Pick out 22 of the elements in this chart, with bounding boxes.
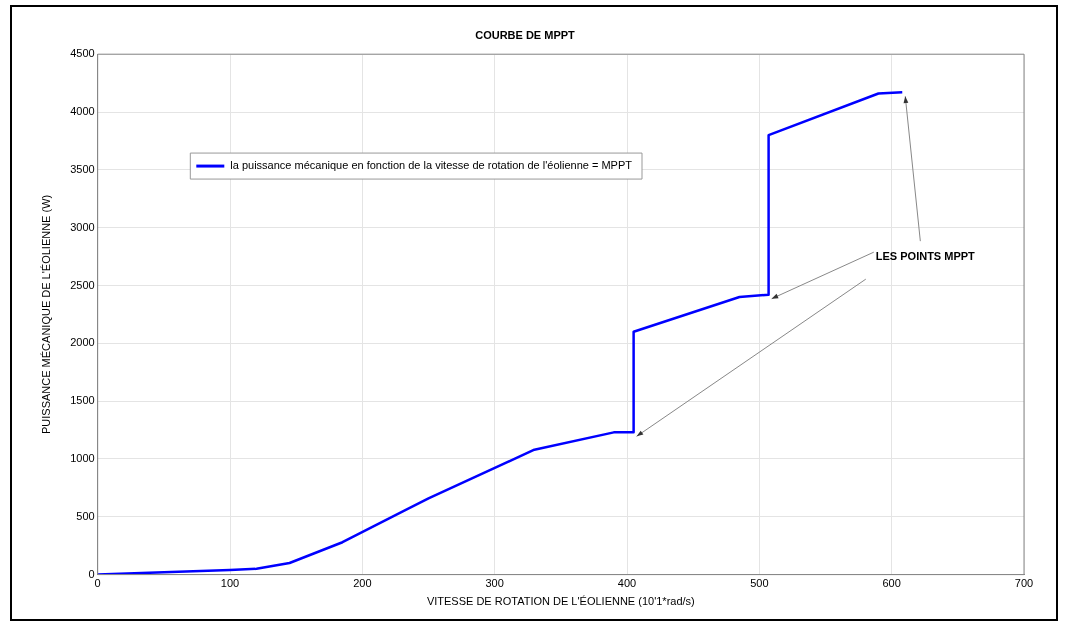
y-tick-label: 500 <box>76 509 95 522</box>
chart-title: COURBE DE MPPT <box>475 28 576 41</box>
y-tick-label: 1000 <box>70 451 95 464</box>
y-tick-label: 2000 <box>70 336 95 349</box>
x-tick-label: 400 <box>617 577 637 590</box>
y-tick-label: 4000 <box>70 105 95 118</box>
y-tick-label: 0 <box>88 567 95 580</box>
x-tick-label: 600 <box>882 577 901 590</box>
annotation: LES POINTS MPPT <box>875 250 976 263</box>
x-tick-label: 100 <box>220 577 240 590</box>
x-tick-label: 700 <box>1014 577 1034 590</box>
y-tick-label: 2500 <box>70 278 95 291</box>
x-tick-label: 200 <box>353 577 372 590</box>
x-tick-label: 300 <box>485 577 504 590</box>
x-tick-label: 500 <box>750 577 769 590</box>
y-axis-title: PUISSANCE MÉCANIQUE DE L'ÉOLIENNE (W) <box>39 194 52 435</box>
y-tick-label: 4500 <box>70 47 95 60</box>
legend-label: la puissance mécanique en fonction de la vitesse de rotation de l'éolienne = MPPT <box>230 159 633 172</box>
y-tick-label: 3000 <box>70 220 95 233</box>
y-tick-label: 1500 <box>70 394 95 407</box>
x-axis-title: VITESSE DE ROTATION DE L'ÉOLIENNE (10'1*rad/s) <box>426 595 695 608</box>
y-tick-label: 3500 <box>70 162 95 175</box>
